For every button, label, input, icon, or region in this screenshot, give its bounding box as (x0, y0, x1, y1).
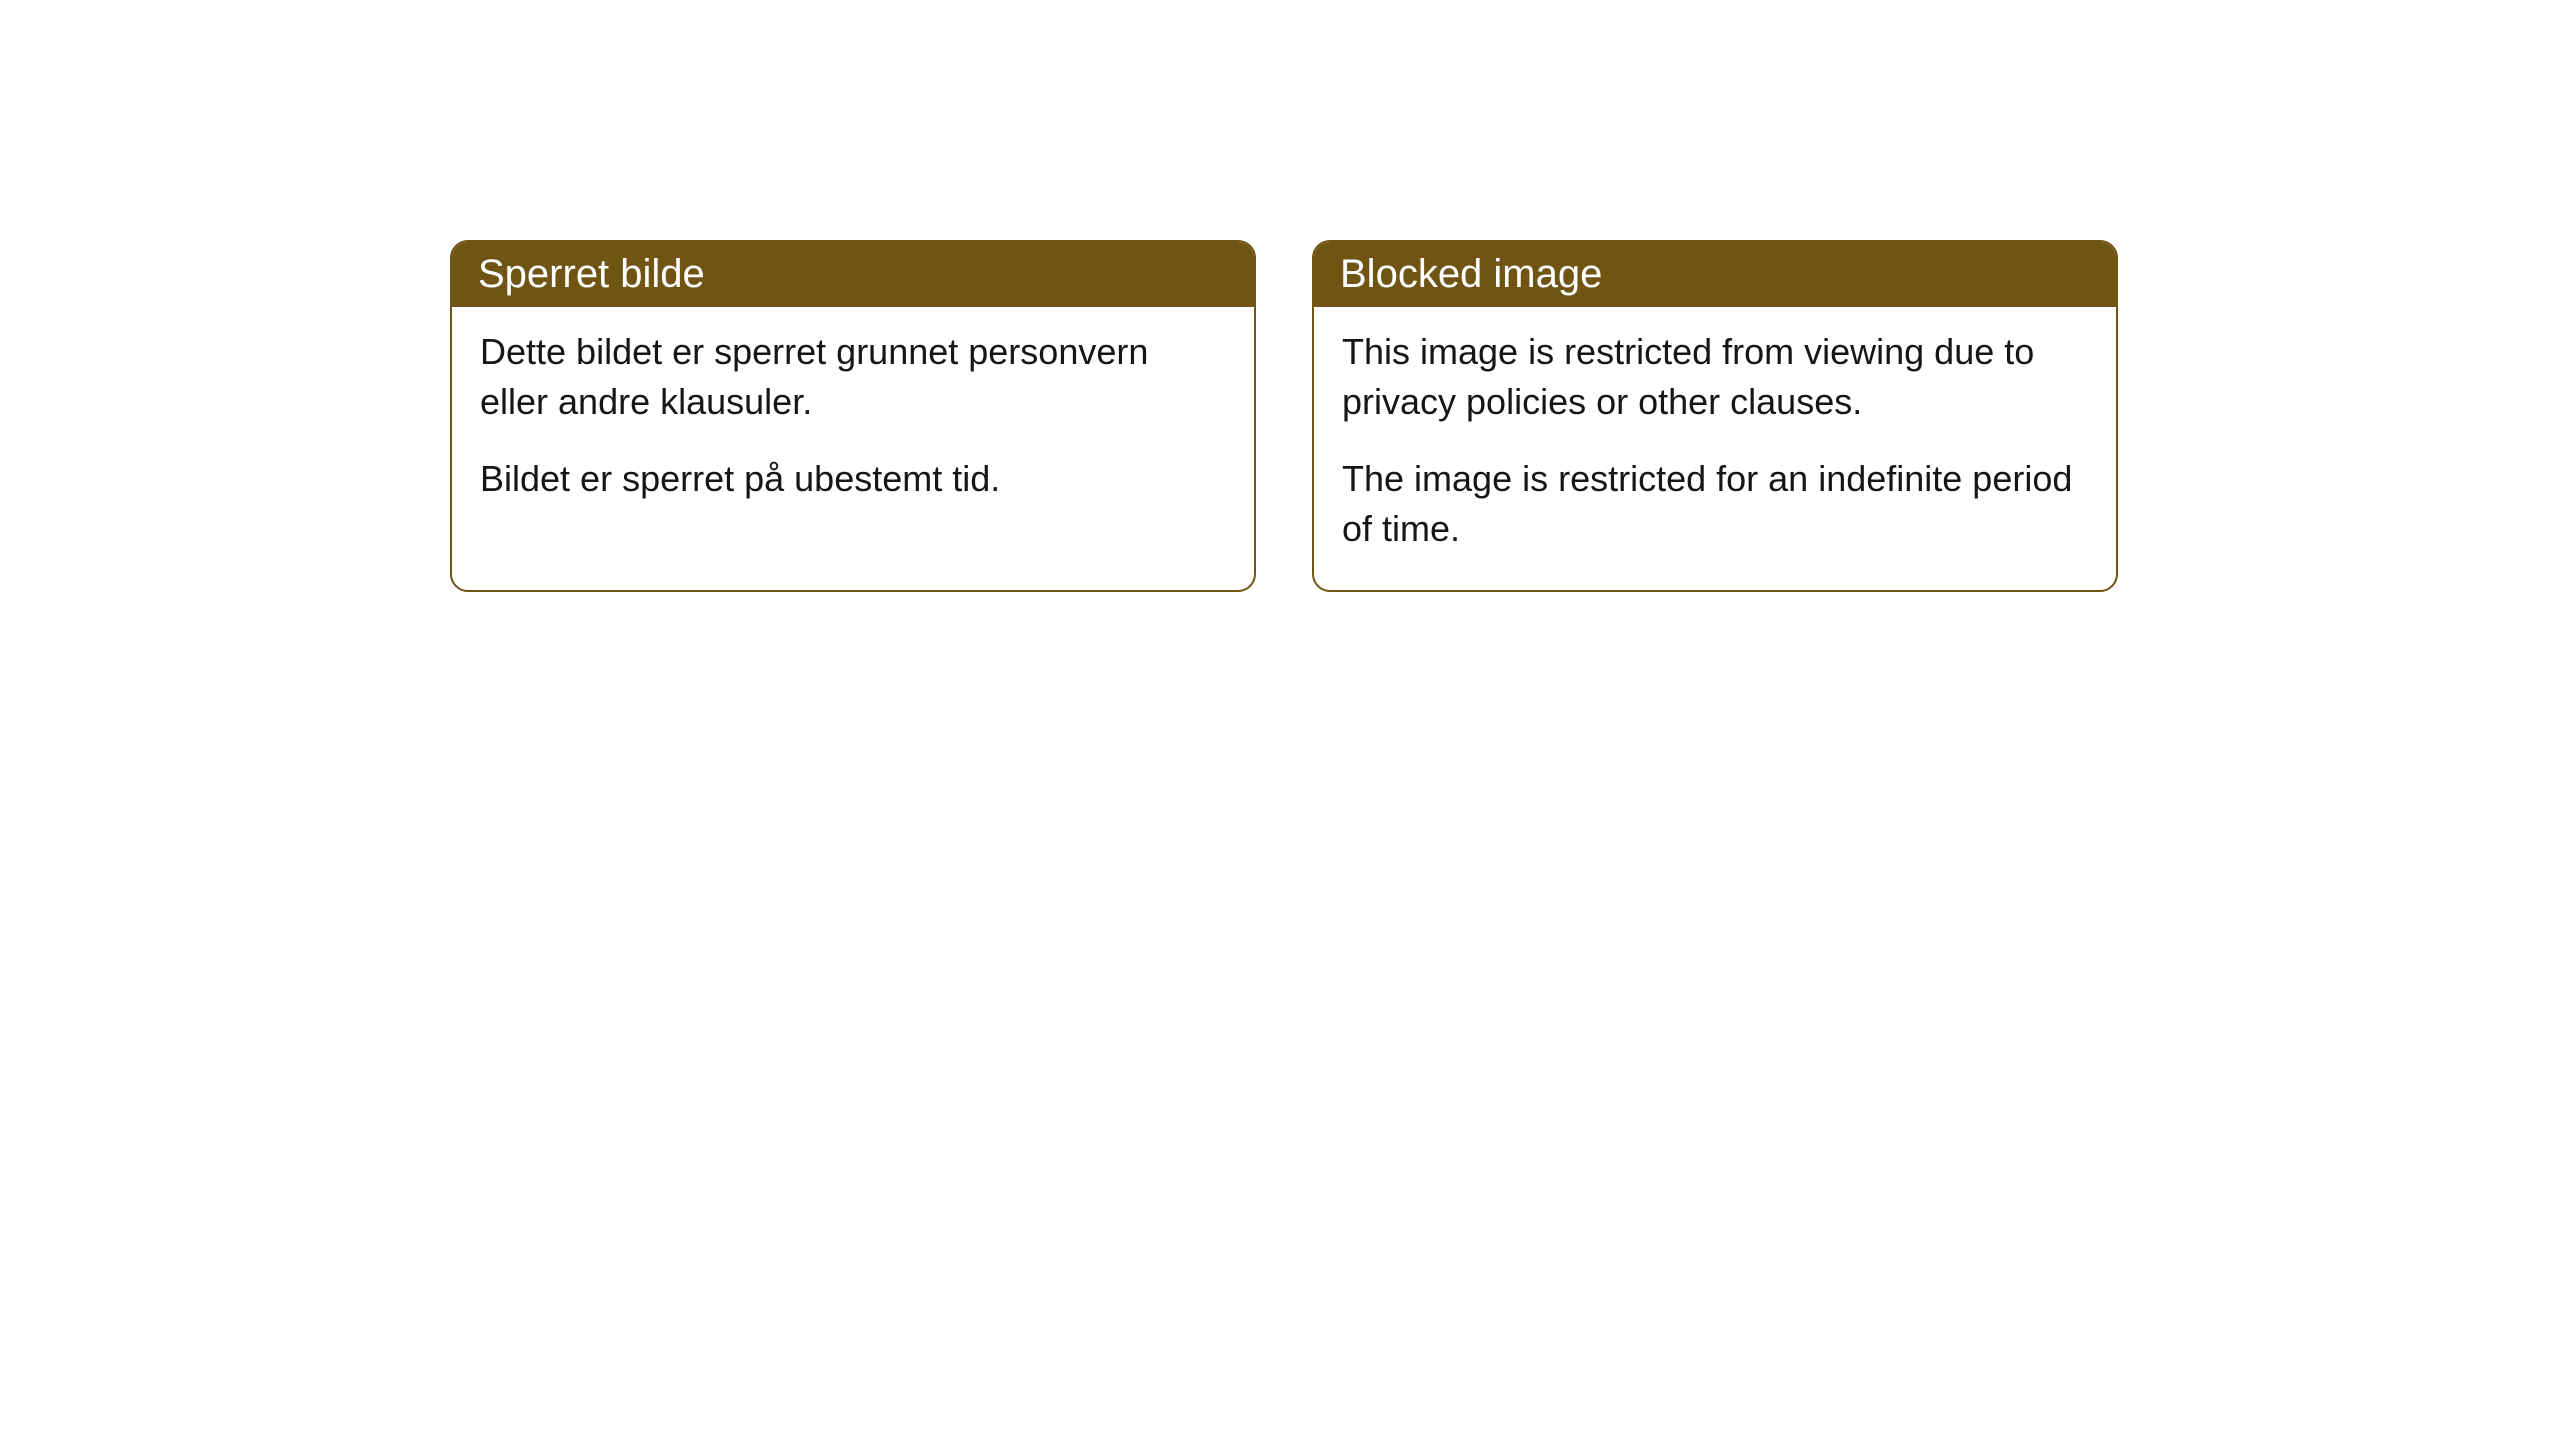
blocked-image-card-norwegian: Sperret bilde Dette bildet er sperret gr… (450, 240, 1256, 592)
blocked-image-card-english: Blocked image This image is restricted f… (1312, 240, 2118, 592)
card-title: Blocked image (1340, 252, 1602, 296)
card-body: Dette bildet er sperret grunnet personve… (452, 307, 1254, 540)
card-paragraph: Dette bildet er sperret grunnet personve… (480, 327, 1226, 426)
card-paragraph: Bildet er sperret på ubestemt tid. (480, 454, 1226, 504)
card-header: Sperret bilde (452, 242, 1254, 307)
card-header: Blocked image (1314, 242, 2116, 307)
card-paragraph: This image is restricted from viewing du… (1342, 327, 2088, 426)
card-title: Sperret bilde (478, 252, 705, 296)
cards-container: Sperret bilde Dette bildet er sperret gr… (0, 0, 2560, 592)
card-body: This image is restricted from viewing du… (1314, 307, 2116, 590)
card-paragraph: The image is restricted for an indefinit… (1342, 454, 2088, 553)
